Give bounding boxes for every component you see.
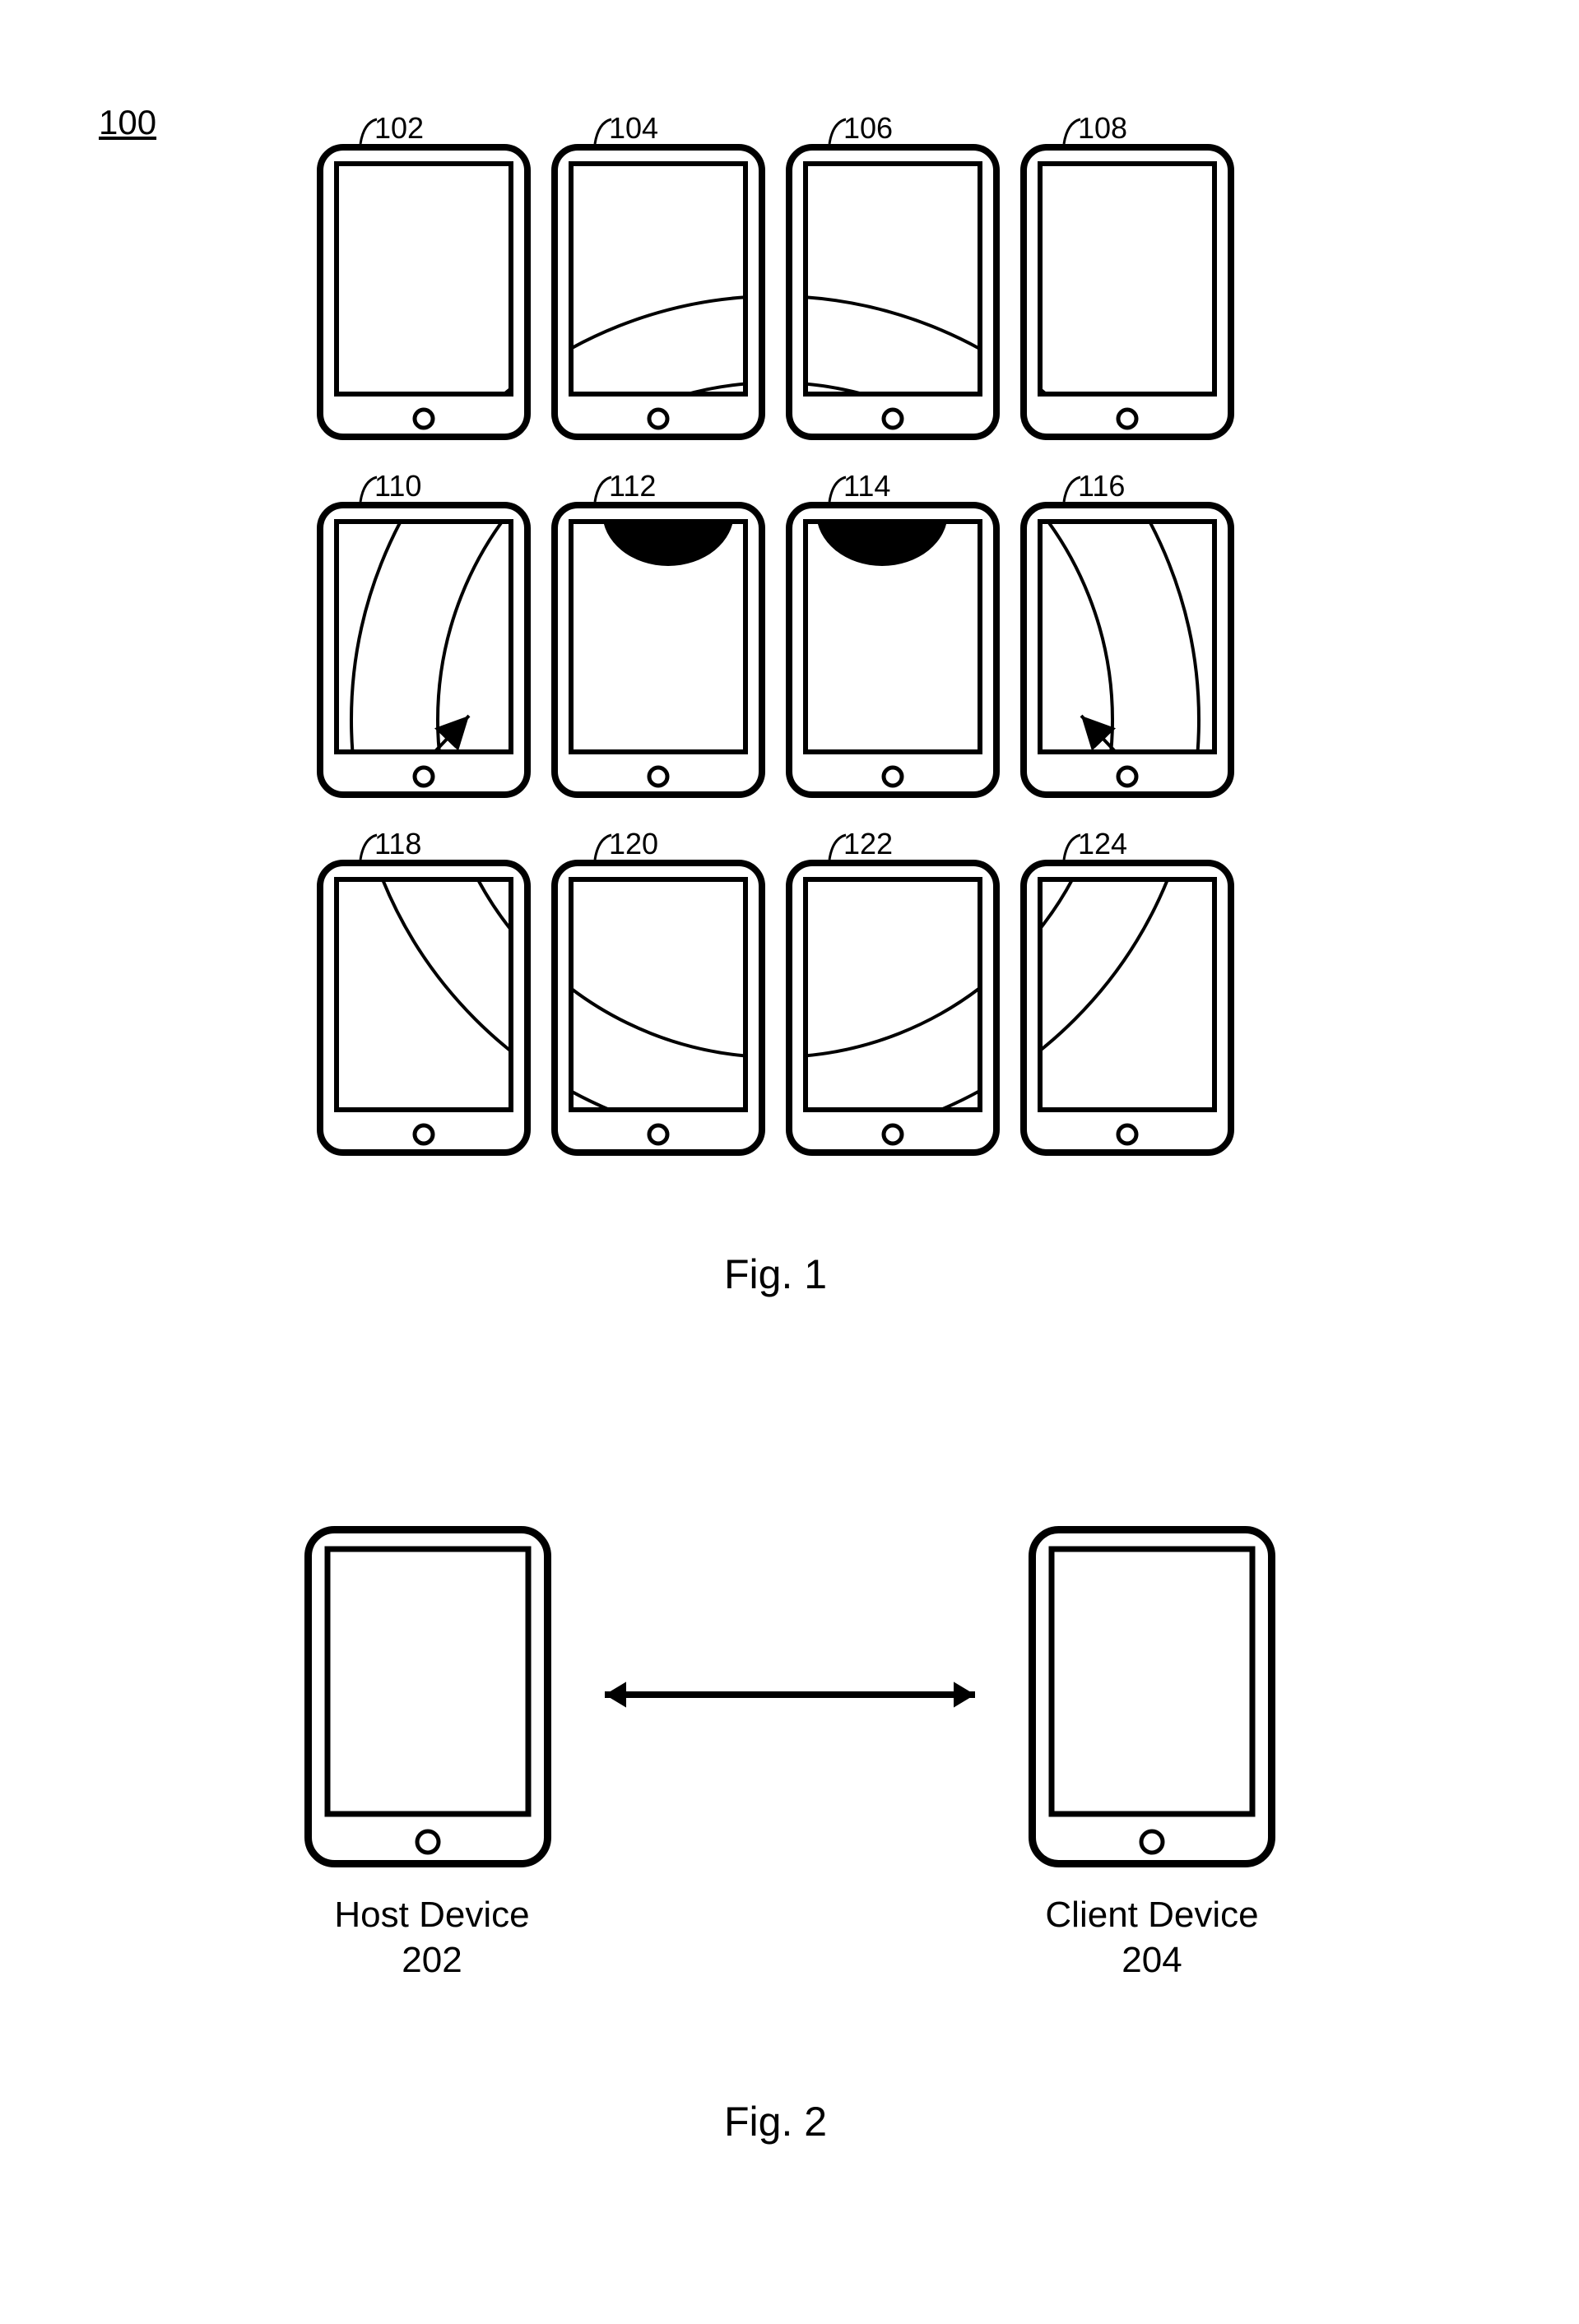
leader-line [352,830,387,865]
bidirectional-arrow [583,1667,996,1723]
leader-line [587,472,621,507]
fig1-caption: Fig. 1 [724,1250,827,1298]
leader-line [821,114,856,149]
fig1-tablet [551,144,765,440]
leader-line [1056,114,1090,149]
figure-number: 100 [99,103,156,142]
fig1-tablet [1020,144,1234,440]
fig1-tablet [317,502,531,798]
host-device [304,1526,551,1867]
leader-line [352,472,387,507]
fig1-tablet [1020,502,1234,798]
leader-line [352,114,387,149]
fig1-tablet [317,860,531,1156]
host-device-caption: Host Device202 [333,1892,531,1983]
leader-line [587,114,621,149]
fig1-tablet [317,144,531,440]
fig1-tablet [551,860,765,1156]
fig1-tablet [786,502,1000,798]
leader-line [821,830,856,865]
leader-line [1056,830,1090,865]
fig2-caption: Fig. 2 [724,2098,827,2145]
leader-line [587,830,621,865]
fig1-tablet [551,502,765,798]
leader-line [1056,472,1090,507]
client-device [1029,1526,1275,1867]
fig1-tablet [786,860,1000,1156]
fig1-tablet [1020,860,1234,1156]
fig1-tablet [786,144,1000,440]
client-device-caption: Client Device204 [1045,1892,1259,1983]
leader-line [821,472,856,507]
